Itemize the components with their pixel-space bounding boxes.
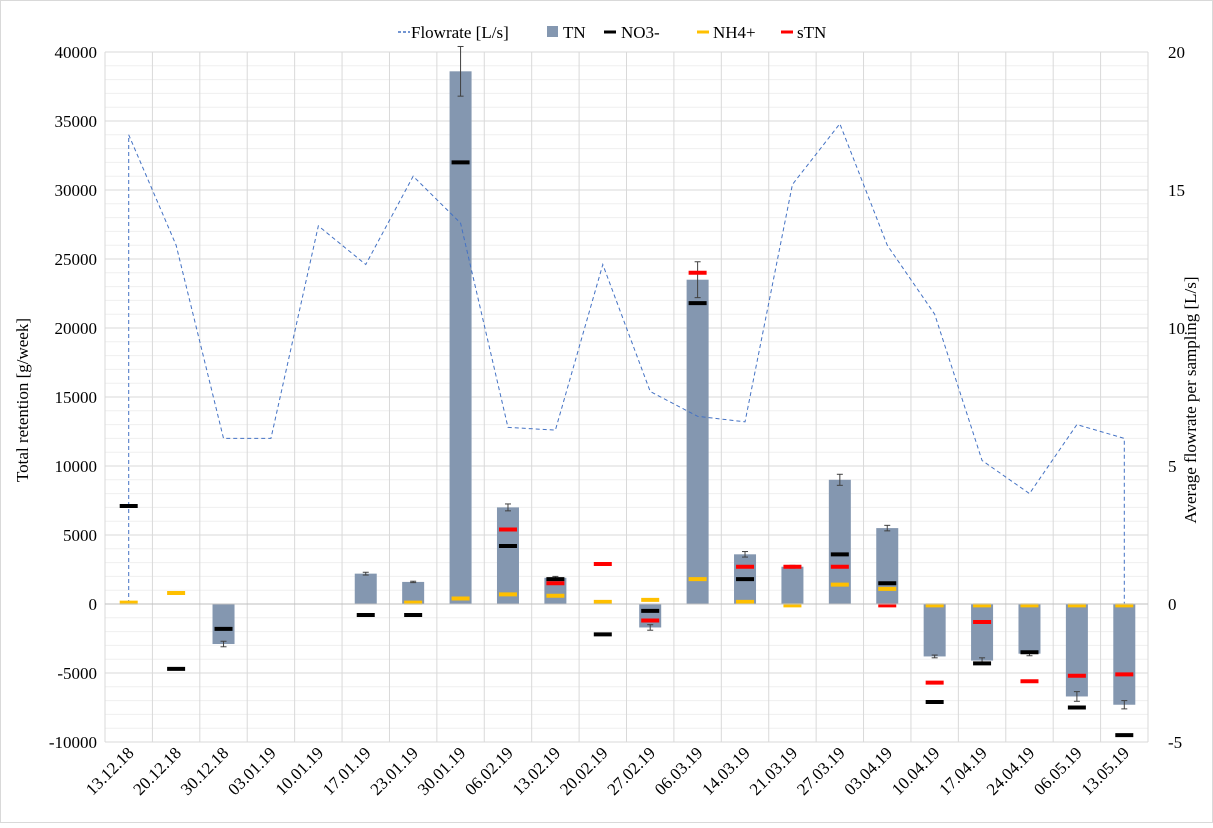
y-axis-title: Total retention [g/week]: [13, 318, 32, 482]
y2-tick-label: 0: [1168, 595, 1177, 614]
tn-bar: [781, 567, 803, 604]
y-tick-label: -5000: [57, 664, 97, 683]
y-tick-label: 25000: [55, 250, 98, 269]
y-tick-label: 35000: [55, 112, 98, 131]
tn-bar: [213, 604, 235, 644]
legend-nh4-label: NH4+: [713, 23, 756, 42]
y-tick-label: 10000: [55, 457, 98, 476]
y-tick-label: 0: [89, 595, 98, 614]
y2-axis-title: Average flowrate per sampling [L/s]: [1181, 276, 1200, 523]
y2-tick-label: -5: [1168, 733, 1182, 752]
tn-bar: [450, 71, 472, 604]
tn-bar: [355, 574, 377, 604]
tn-bar: [924, 604, 946, 656]
y-tick-label: 15000: [55, 388, 98, 407]
tn-bar: [876, 528, 898, 604]
y2-tick-label: 5: [1168, 457, 1177, 476]
tn-bar: [497, 507, 519, 604]
y2-tick-label: 15: [1168, 181, 1185, 200]
y-tick-label: 5000: [63, 526, 97, 545]
y-tick-label: -10000: [49, 733, 97, 752]
legend-flowrate-label: Flowrate [L/s]: [411, 23, 509, 42]
legend-tn-label: TN: [563, 23, 586, 42]
tn-bar: [687, 280, 709, 604]
y-tick-label: 40000: [55, 43, 98, 62]
tn-bar: [1018, 604, 1040, 654]
y2-tick-label: 20: [1168, 43, 1185, 62]
tn-bar: [1066, 604, 1088, 696]
legend-stn-label: sTN: [797, 23, 826, 42]
tn-bar: [1113, 604, 1135, 705]
tn-bar: [639, 604, 661, 627]
legend-no3-label: NO3-: [621, 23, 660, 42]
y-tick-label: 20000: [55, 319, 98, 338]
y-tick-label: 30000: [55, 181, 98, 200]
legend-tn-icon: [547, 26, 558, 37]
tn-bar: [971, 604, 993, 661]
